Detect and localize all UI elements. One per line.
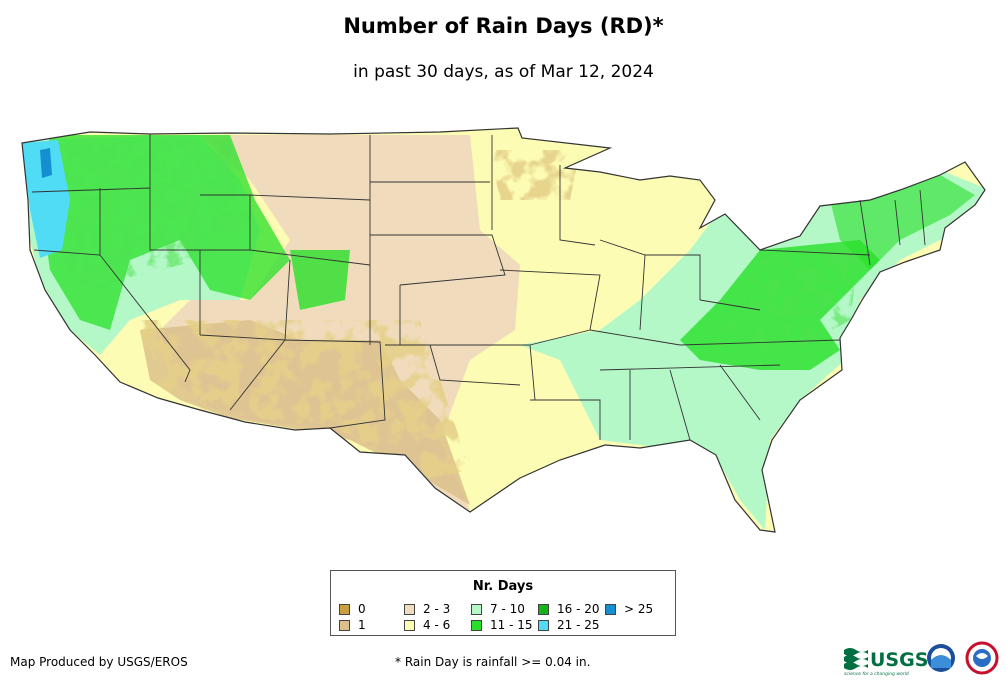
legend-label-7: 21 - 25 bbox=[557, 618, 600, 632]
map-title: Number of Rain Days (RD)* bbox=[343, 14, 664, 38]
legend-item-4: 7 - 10 bbox=[471, 602, 525, 616]
region-21-25-days bbox=[22, 140, 70, 258]
rain-day-footnote: * Rain Day is rainfall >= 0.04 in. bbox=[395, 655, 591, 669]
legend-label-2: 2 - 3 bbox=[423, 602, 451, 616]
legend-swatch-3 bbox=[404, 619, 415, 631]
region-over-25-days bbox=[40, 148, 52, 178]
usgs-tagline: science for a changing world bbox=[844, 671, 909, 677]
legend-swatch-6 bbox=[538, 603, 549, 615]
nws-logo bbox=[965, 641, 999, 675]
legend-label-8: > 25 bbox=[624, 602, 654, 616]
legend-item-2: 2 - 3 bbox=[404, 602, 450, 616]
legend-item-8: > 25 bbox=[605, 602, 653, 616]
map-subtitle: in past 30 days, as of Mar 12, 2024 bbox=[353, 62, 654, 82]
legend-label-4: 7 - 10 bbox=[490, 602, 525, 616]
legend-swatch-0 bbox=[339, 603, 350, 615]
legend: Nr. Days 0 1 2 - 3 4 - 6 7 - 10 11 - 15 … bbox=[330, 570, 676, 636]
legend-swatch-4 bbox=[471, 603, 482, 615]
map-credit: Map Produced by USGS/EROS bbox=[10, 655, 188, 669]
legend-swatch-8 bbox=[605, 603, 616, 615]
usgs-logo-text: USGS bbox=[870, 649, 928, 671]
region-11-15-days-colorado bbox=[290, 250, 350, 310]
legend-item-0: 0 bbox=[339, 602, 366, 616]
legend-swatch-5 bbox=[471, 619, 482, 631]
usgs-logo: USGS science for a changing world bbox=[844, 648, 928, 677]
legend-swatch-2 bbox=[404, 603, 415, 615]
state-boundaries bbox=[21, 127, 986, 533]
legend-label-1: 1 bbox=[358, 618, 366, 632]
legend-item-5: 11 - 15 bbox=[471, 618, 533, 632]
legend-swatch-7 bbox=[538, 619, 549, 631]
legend-title: Nr. Days bbox=[472, 579, 534, 594]
noaa-logo bbox=[927, 644, 955, 672]
legend-item-1: 1 bbox=[339, 618, 366, 632]
legend-label-0: 0 bbox=[358, 602, 366, 616]
legend-label-6: 16 - 20 bbox=[557, 602, 600, 616]
legend-label-5: 11 - 15 bbox=[490, 618, 533, 632]
legend-item-3: 4 - 6 bbox=[404, 618, 450, 632]
legend-swatch-1 bbox=[339, 619, 350, 631]
legend-item-7: 21 - 25 bbox=[538, 618, 600, 632]
agency-logos: USGS science for a changing world bbox=[844, 641, 999, 677]
legend-label-3: 4 - 6 bbox=[423, 618, 451, 632]
legend-item-6: 16 - 20 bbox=[538, 602, 600, 616]
